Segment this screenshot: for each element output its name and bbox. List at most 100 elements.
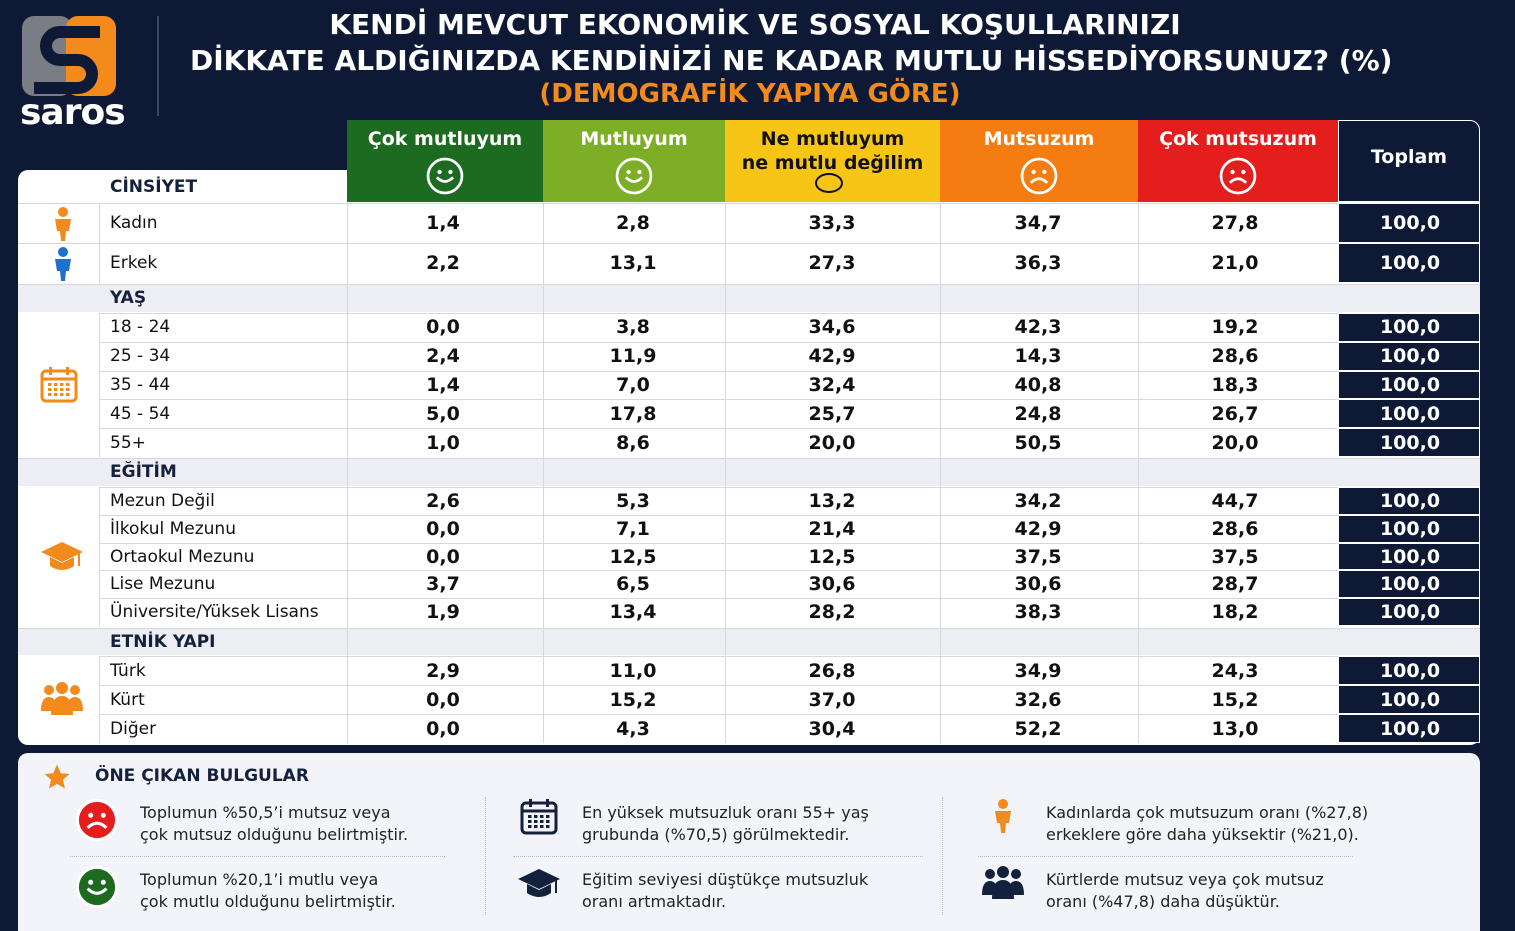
star-icon bbox=[42, 762, 72, 796]
finding-text: grubunda (%70,5) görülmektedir. bbox=[582, 825, 850, 844]
row-line bbox=[100, 714, 1338, 743]
total-cell bbox=[1338, 341, 1480, 371]
row-label: Kürt bbox=[110, 689, 145, 710]
cell-value: 20,0 bbox=[808, 431, 856, 454]
cell-value: 11,0 bbox=[609, 659, 657, 682]
row-line bbox=[100, 487, 1338, 515]
cell-value: 3,8 bbox=[616, 316, 650, 339]
total-value: 100,0 bbox=[1379, 212, 1441, 234]
cell-value: 12,5 bbox=[609, 545, 657, 568]
cell-value: 21,4 bbox=[808, 517, 856, 540]
total-cell bbox=[1338, 598, 1480, 626]
total-value: 100,0 bbox=[1379, 517, 1441, 540]
total-cell bbox=[1338, 514, 1480, 543]
finding-text: oranı (%47,8) daha düşüktür. bbox=[1046, 892, 1280, 911]
column-divider bbox=[940, 203, 941, 743]
cell-value: 27,3 bbox=[808, 252, 856, 274]
total-cell bbox=[1338, 542, 1480, 571]
row-label: Erkek bbox=[110, 253, 158, 273]
cell-value: 2,9 bbox=[426, 659, 460, 682]
cell-value: 30,6 bbox=[808, 573, 856, 596]
total-cell bbox=[1338, 656, 1480, 685]
total-cell bbox=[1338, 714, 1480, 743]
cell-value: 18,2 bbox=[1211, 601, 1259, 624]
row-label: İlkokul Mezunu bbox=[110, 518, 236, 539]
column-header bbox=[1138, 120, 1338, 202]
cell-value: 18,3 bbox=[1211, 374, 1259, 396]
row-line bbox=[100, 570, 1338, 598]
cell-value: 0,0 bbox=[426, 717, 460, 740]
face-icon bbox=[426, 157, 464, 199]
total-cell bbox=[1338, 685, 1480, 714]
finding-icon bbox=[978, 865, 1028, 905]
face-icon bbox=[1020, 157, 1058, 199]
cell-value: 19,2 bbox=[1211, 316, 1259, 339]
total-value: 100,0 bbox=[1379, 601, 1441, 624]
cell-value: 44,7 bbox=[1211, 489, 1259, 512]
cell-value: 0,0 bbox=[426, 517, 460, 540]
cell-value: 42,3 bbox=[1014, 316, 1062, 339]
total-value: 100,0 bbox=[1379, 374, 1441, 396]
cell-value: 34,2 bbox=[1014, 489, 1062, 512]
cell-value: 2,2 bbox=[426, 252, 460, 274]
cell-value: 27,8 bbox=[1211, 212, 1259, 234]
row-label: 35 - 44 bbox=[110, 375, 171, 395]
cell-value: 15,2 bbox=[609, 688, 657, 711]
finding-divider bbox=[485, 797, 486, 915]
finding-icon bbox=[72, 865, 122, 913]
column-divider bbox=[543, 203, 544, 743]
column-title: Çok mutsuzum bbox=[1159, 128, 1317, 150]
row-line bbox=[18, 203, 1338, 243]
cell-value: 42,9 bbox=[1014, 517, 1062, 540]
cell-value: 15,2 bbox=[1211, 688, 1259, 711]
total-cell bbox=[1338, 487, 1480, 515]
finding-text: çok mutlu olduğunu belirtmiştir. bbox=[140, 892, 396, 911]
cell-value: 7,1 bbox=[616, 517, 650, 540]
cell-value: 28,6 bbox=[1211, 517, 1259, 540]
cell-value: 14,3 bbox=[1014, 345, 1062, 368]
total-value: 100,0 bbox=[1379, 489, 1441, 512]
cell-value: 28,6 bbox=[1211, 345, 1259, 368]
row-label: Kadın bbox=[110, 213, 158, 233]
finding-text: Kadınlarda çok mutsuzum oranı (%27,8) bbox=[1046, 803, 1369, 822]
finding-text: erkeklere göre daha yüksektir (%21,0). bbox=[1046, 825, 1359, 844]
cell-value: 52,2 bbox=[1014, 717, 1062, 740]
cell-value: 17,8 bbox=[609, 402, 657, 425]
cell-value: 5,3 bbox=[616, 489, 650, 512]
cell-value: 24,3 bbox=[1211, 659, 1259, 682]
row-label: 18 - 24 bbox=[110, 317, 171, 338]
cell-value: 20,0 bbox=[1211, 431, 1259, 454]
column-header bbox=[347, 120, 543, 202]
cell-value: 38,3 bbox=[1014, 601, 1062, 624]
finding-text: En yüksek mutsuzluk oranı 55+ yaş bbox=[582, 803, 869, 822]
divider bbox=[157, 16, 159, 116]
icon-cell bbox=[18, 487, 100, 626]
finding-icon bbox=[72, 798, 122, 846]
cell-value: 42,9 bbox=[808, 345, 856, 368]
subtitle: (DEMOGRAFİK YAPIYA GÖRE) bbox=[539, 79, 961, 109]
cell-value: 40,8 bbox=[1014, 374, 1062, 396]
group-name: EĞİTİM bbox=[110, 462, 177, 482]
cell-value: 34,9 bbox=[1014, 659, 1062, 682]
finding-text: çok mutsuz olduğunu belirtmiştir. bbox=[140, 825, 409, 844]
group-name: CİNSİYET bbox=[110, 177, 198, 197]
cell-value: 1,4 bbox=[426, 374, 460, 396]
cell-value: 0,0 bbox=[426, 545, 460, 568]
total-value: 100,0 bbox=[1379, 545, 1441, 568]
face-icon bbox=[1219, 157, 1257, 199]
column-title: Mutluyum bbox=[580, 128, 688, 150]
face-icon bbox=[615, 157, 653, 199]
cell-value: 1,0 bbox=[426, 431, 460, 454]
column-header bbox=[543, 120, 725, 202]
cell-value: 33,3 bbox=[808, 212, 856, 234]
cell-value: 6,5 bbox=[616, 573, 650, 596]
row-label: Mezun Değil bbox=[110, 490, 215, 511]
row-line bbox=[100, 370, 1338, 400]
row-line bbox=[100, 656, 1338, 685]
row-label: 55+ bbox=[110, 432, 146, 453]
row-line bbox=[100, 313, 1338, 342]
cell-value: 37,0 bbox=[808, 688, 856, 711]
total-cell bbox=[1338, 313, 1480, 342]
cell-value: 25,7 bbox=[808, 402, 856, 425]
finding-text: Eğitim seviyesi düştükçe mutsuzluk bbox=[582, 870, 869, 889]
